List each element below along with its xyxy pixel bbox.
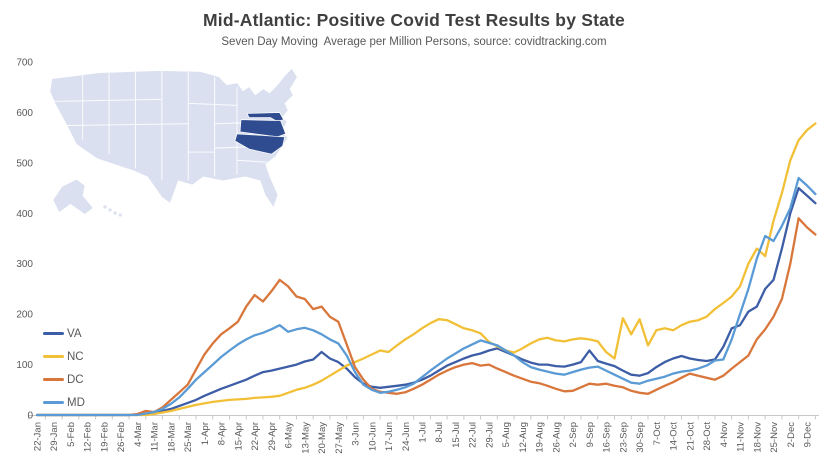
x-axis-tick-label: 1-Apr [200,422,211,445]
x-axis-tick-label: 8-Apr [217,422,228,445]
va-line-swatch [43,331,64,336]
y-axis-tick-label: 700 [16,58,33,69]
x-axis-tick-label: 22-Jul [468,422,479,448]
y-axis-tick-label: 500 [16,158,33,169]
x-axis-tick-label: 5-Feb [66,422,77,447]
x-axis-tick-label: 25-Mar [183,422,194,452]
x-axis-tick-label: 17-Jun [384,422,395,451]
x-axis-tick-label: 29-Jan [49,422,60,451]
state-border-line [52,98,162,102]
x-axis-tick-label: 18-Mar [166,422,177,452]
x-axis-tick-label: 4-Mar [133,422,144,447]
x-axis-tick-label: 28-Oct [702,422,713,451]
x-axis-tick-label: 15-Apr [233,422,244,451]
x-axis-tick-label: 29-Apr [267,422,278,451]
x-axis-tick-label: 30-Sep [635,422,646,453]
legend-item-dc: DC [43,368,85,391]
y-axis-tick-label: 300 [16,259,33,270]
x-axis-tick-label: 4-Nov [719,422,730,448]
x-axis-tick-label: 3-Jun [351,422,362,446]
md-line-swatch [43,400,64,405]
x-axis-tick-label: 11-Mar [150,422,161,451]
x-axis-tick-label: 19-Aug [535,422,546,453]
x-axis-tick-label: 29-Jul [484,422,495,448]
nc-line-swatch [43,354,64,359]
series-line-va [35,186,817,417]
x-axis-tick-label: 26-Feb [116,422,127,452]
x-axis-tick-label: 8-Jul [434,422,445,443]
legend-item-md: MD [43,391,85,414]
x-axis-tick-label: 12-Feb [83,422,94,452]
legend-label-va: VA [67,327,82,340]
us-mainland-shape [50,68,297,207]
hawaii-island-dot [103,205,107,209]
y-axis-tick-label: 200 [16,310,33,321]
hawaii-island-dot [108,208,112,212]
x-axis-tick-label: 25-Nov [769,422,780,453]
x-axis-tick-label: 1-Jul [418,422,429,443]
x-axis-tick-label: 18-Nov [752,422,763,453]
legend-item-va: VA [43,322,85,345]
legend-label-md: MD [67,396,85,409]
y-axis-tick-label: 400 [16,209,33,220]
legend-label-dc: DC [67,373,84,386]
x-axis-tick-label: 21-Oct [685,422,696,451]
x-axis-tick-label: 22-Apr [250,422,261,451]
x-axis-tick-label: 10-Jun [367,422,378,451]
hawaii-island-dot [118,213,122,217]
x-axis-tick-label: 16-Sep [602,422,613,453]
x-axis-tick-label: 7-Oct [652,422,663,446]
series-line-dc [35,217,817,417]
chart-title: Mid-Atlantic: Positive Covid Test Result… [203,10,625,30]
chart-subtitle: Seven Day Moving Average per Million Per… [221,36,607,48]
x-axis-tick-label: 19-Feb [99,422,110,452]
x-axis-tick-label: 20-May [317,422,328,454]
x-axis-tick-label: 12-Aug [518,422,529,453]
x-axis-tick-label: 23-Sep [618,422,629,453]
state-border-line [236,159,268,163]
y-axis-tick-label: 0 [27,411,33,422]
legend-label-nc: NC [67,350,84,363]
state-border-line [188,102,237,106]
x-axis-tick-label: 24-Jun [401,422,412,451]
legend-item-nc: NC [43,345,85,368]
x-axis-tick-label: 2-Sep [568,422,579,447]
x-axis-tick-label: 5-Aug [501,422,512,447]
x-axis-tick-label: 11-Nov [736,422,747,452]
x-axis-tick-label: 13-May [300,422,311,454]
dc-line-swatch [43,377,64,382]
x-axis-tick-label: 14-Oct [669,422,680,451]
x-axis-tick-label: 26-Aug [551,422,562,453]
highlighted-midatlantic-states [239,119,287,138]
x-axis-tick-label: 15-Jul [451,422,462,448]
alaska-shape [53,179,93,215]
x-axis-tick-label: 27-May [334,422,345,454]
x-axis-tick-label: 9-Sep [585,422,596,447]
y-axis-tick-label: 600 [16,108,33,119]
y-axis-tick-label: 100 [16,360,33,371]
series-line-md [35,176,817,417]
highlighted-midatlantic-states [234,133,286,155]
series-line-nc [35,122,817,417]
x-axis-tick-label: 6-May [284,422,295,449]
x-axis-tick-label: 2-Dec [786,422,797,448]
hawaii-island-dot [113,211,117,215]
us-map-inset [50,68,297,217]
chart-legend: VA NC DC MD [43,322,85,414]
state-border-line [50,123,189,127]
x-axis-tick-label: 22-Jan [33,422,44,451]
x-axis-tick-label: 9-Dec [803,422,814,448]
